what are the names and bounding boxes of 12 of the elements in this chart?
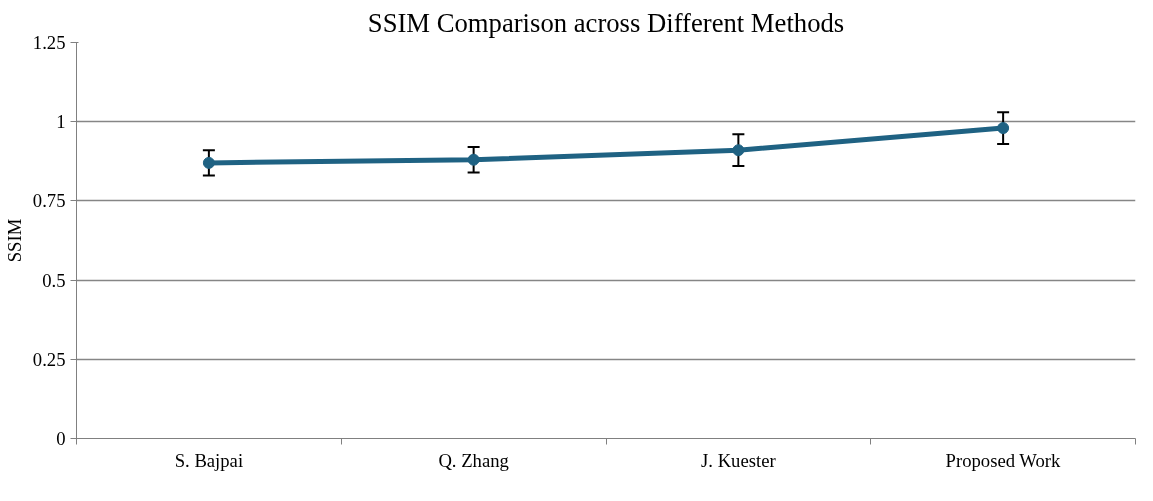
x-tick-label: S. Bajpai	[174, 449, 244, 471]
y-tick-label: 0.5	[42, 269, 66, 291]
y-tick-label: 1	[56, 111, 66, 133]
chart-title: SSIM Comparison across Different Methods	[367, 7, 845, 38]
x-tick-label: Q. Zhang	[438, 449, 509, 471]
y-tick-label: 0.25	[32, 348, 66, 370]
x-tick-label: J. Kuester	[701, 449, 777, 471]
x-tick-label: Proposed Work	[945, 449, 1061, 471]
y-tick-label: 0	[56, 428, 66, 449]
y-tick-label: 1.25	[32, 32, 66, 53]
y-tick-label: 0.75	[32, 190, 66, 212]
y-axis-title: SSIM	[3, 218, 25, 263]
